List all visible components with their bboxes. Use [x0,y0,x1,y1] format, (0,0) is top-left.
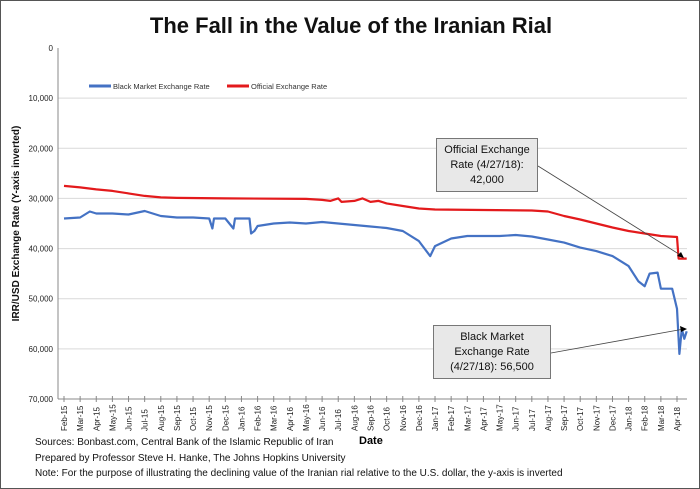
x-tick-label: Aug-16 [350,405,359,431]
x-tick-label: Jul-16 [334,409,343,431]
x-tick-label: Jan-16 [237,406,246,431]
x-tick-label: Jul-17 [528,409,537,431]
y-tick-label: 50,000 [29,295,54,304]
x-tick-label: Feb-18 [641,405,650,431]
x-tick-label: Nov-16 [399,405,408,431]
y-tick-label: 70,000 [29,395,54,404]
x-tick-label: Feb-15 [60,405,69,431]
x-tick-label: May-16 [302,404,311,431]
callout-pointer [537,165,683,257]
legend-label: Black Market Exchange Rate [113,82,210,91]
x-tick-label: Dec-17 [608,405,617,431]
callout-line: Black Market [460,331,524,343]
x-tick-label: Jul-15 [141,409,150,431]
x-tick-label: Mar-16 [270,405,279,431]
x-tick-label: Jun-16 [318,406,327,431]
x-tick-label: Dec-16 [415,405,424,431]
y-tick-label: 30,000 [29,194,54,203]
callout-line: Official Exchange [444,144,530,156]
x-tick-label: Apr-18 [673,406,682,431]
sources-note: Sources: Bonbast.com, Central Bank of th… [35,437,334,448]
x-tick-label: Mar-15 [76,405,85,431]
inverted-axis-note: Note: For the purpose of illustrating th… [35,468,563,479]
x-tick-label: Aug-15 [157,405,166,431]
x-tick-label: Apr-17 [479,406,488,431]
callout-line: (4/27/18): 56,500 [450,361,534,373]
callout-line: Rate (4/27/18): [450,159,524,171]
callout-line: Exchange Rate [454,346,530,358]
x-tick-label: May-17 [496,404,505,431]
x-tick-label: Jan-18 [625,406,634,431]
official-rate-callout: Official Exchange Rate (4/27/18): 42,000 [436,138,538,192]
series-line-official [63,184,687,260]
prepared-by-note: Prepared by Professor Steve H. Hanke, Th… [35,453,346,464]
arrow-head [680,326,687,332]
x-tick-label: Apr-16 [286,406,295,431]
arrow-head [677,252,684,258]
x-tick-label: Nov-15 [205,405,214,431]
y-axis-label: IRR/USD Exchange Rate (Y-axis inverted) [11,126,22,322]
callout-line: 42,000 [470,174,504,186]
black-market-callout: Black Market Exchange Rate (4/27/18): 56… [433,325,551,379]
x-tick-label: Mar-17 [463,405,472,431]
x-axis-label: Date [359,435,383,447]
x-tick-label: Feb-16 [254,405,263,431]
y-tick-label: 10,000 [29,94,54,103]
x-tick-label: Jun-15 [125,406,134,431]
y-tick-label: 20,000 [29,144,54,153]
x-tick-label: Sep-15 [173,405,182,431]
x-tick-label: Oct-15 [189,406,198,431]
x-tick-label: Mar-18 [657,405,666,431]
y-tick-label: 60,000 [29,345,54,354]
legend-label: Official Exchange Rate [251,82,327,91]
x-tick-label: Oct-17 [576,406,585,431]
x-tick-label: Nov-17 [592,405,601,431]
x-tick-label: Aug-17 [544,405,553,431]
x-tick-label: Apr-15 [92,406,101,431]
callout-pointer [550,328,685,354]
x-tick-label: Sep-16 [367,405,376,431]
x-tick-label: May-15 [108,404,117,431]
chart-title: The Fall in the Value of the Iranian Ria… [149,13,553,38]
y-tick-label: 40,000 [29,245,54,254]
x-tick-label: Oct-16 [383,406,392,431]
x-tick-label: Sep-17 [560,405,569,431]
x-tick-label: Jun-17 [512,406,521,431]
x-tick-label: Dec-15 [221,405,230,431]
x-tick-label: Feb-17 [447,405,456,431]
y-tick-label: 0 [49,44,54,53]
series-line-black-market [63,209,688,355]
x-tick-label: Jan-17 [431,406,440,431]
